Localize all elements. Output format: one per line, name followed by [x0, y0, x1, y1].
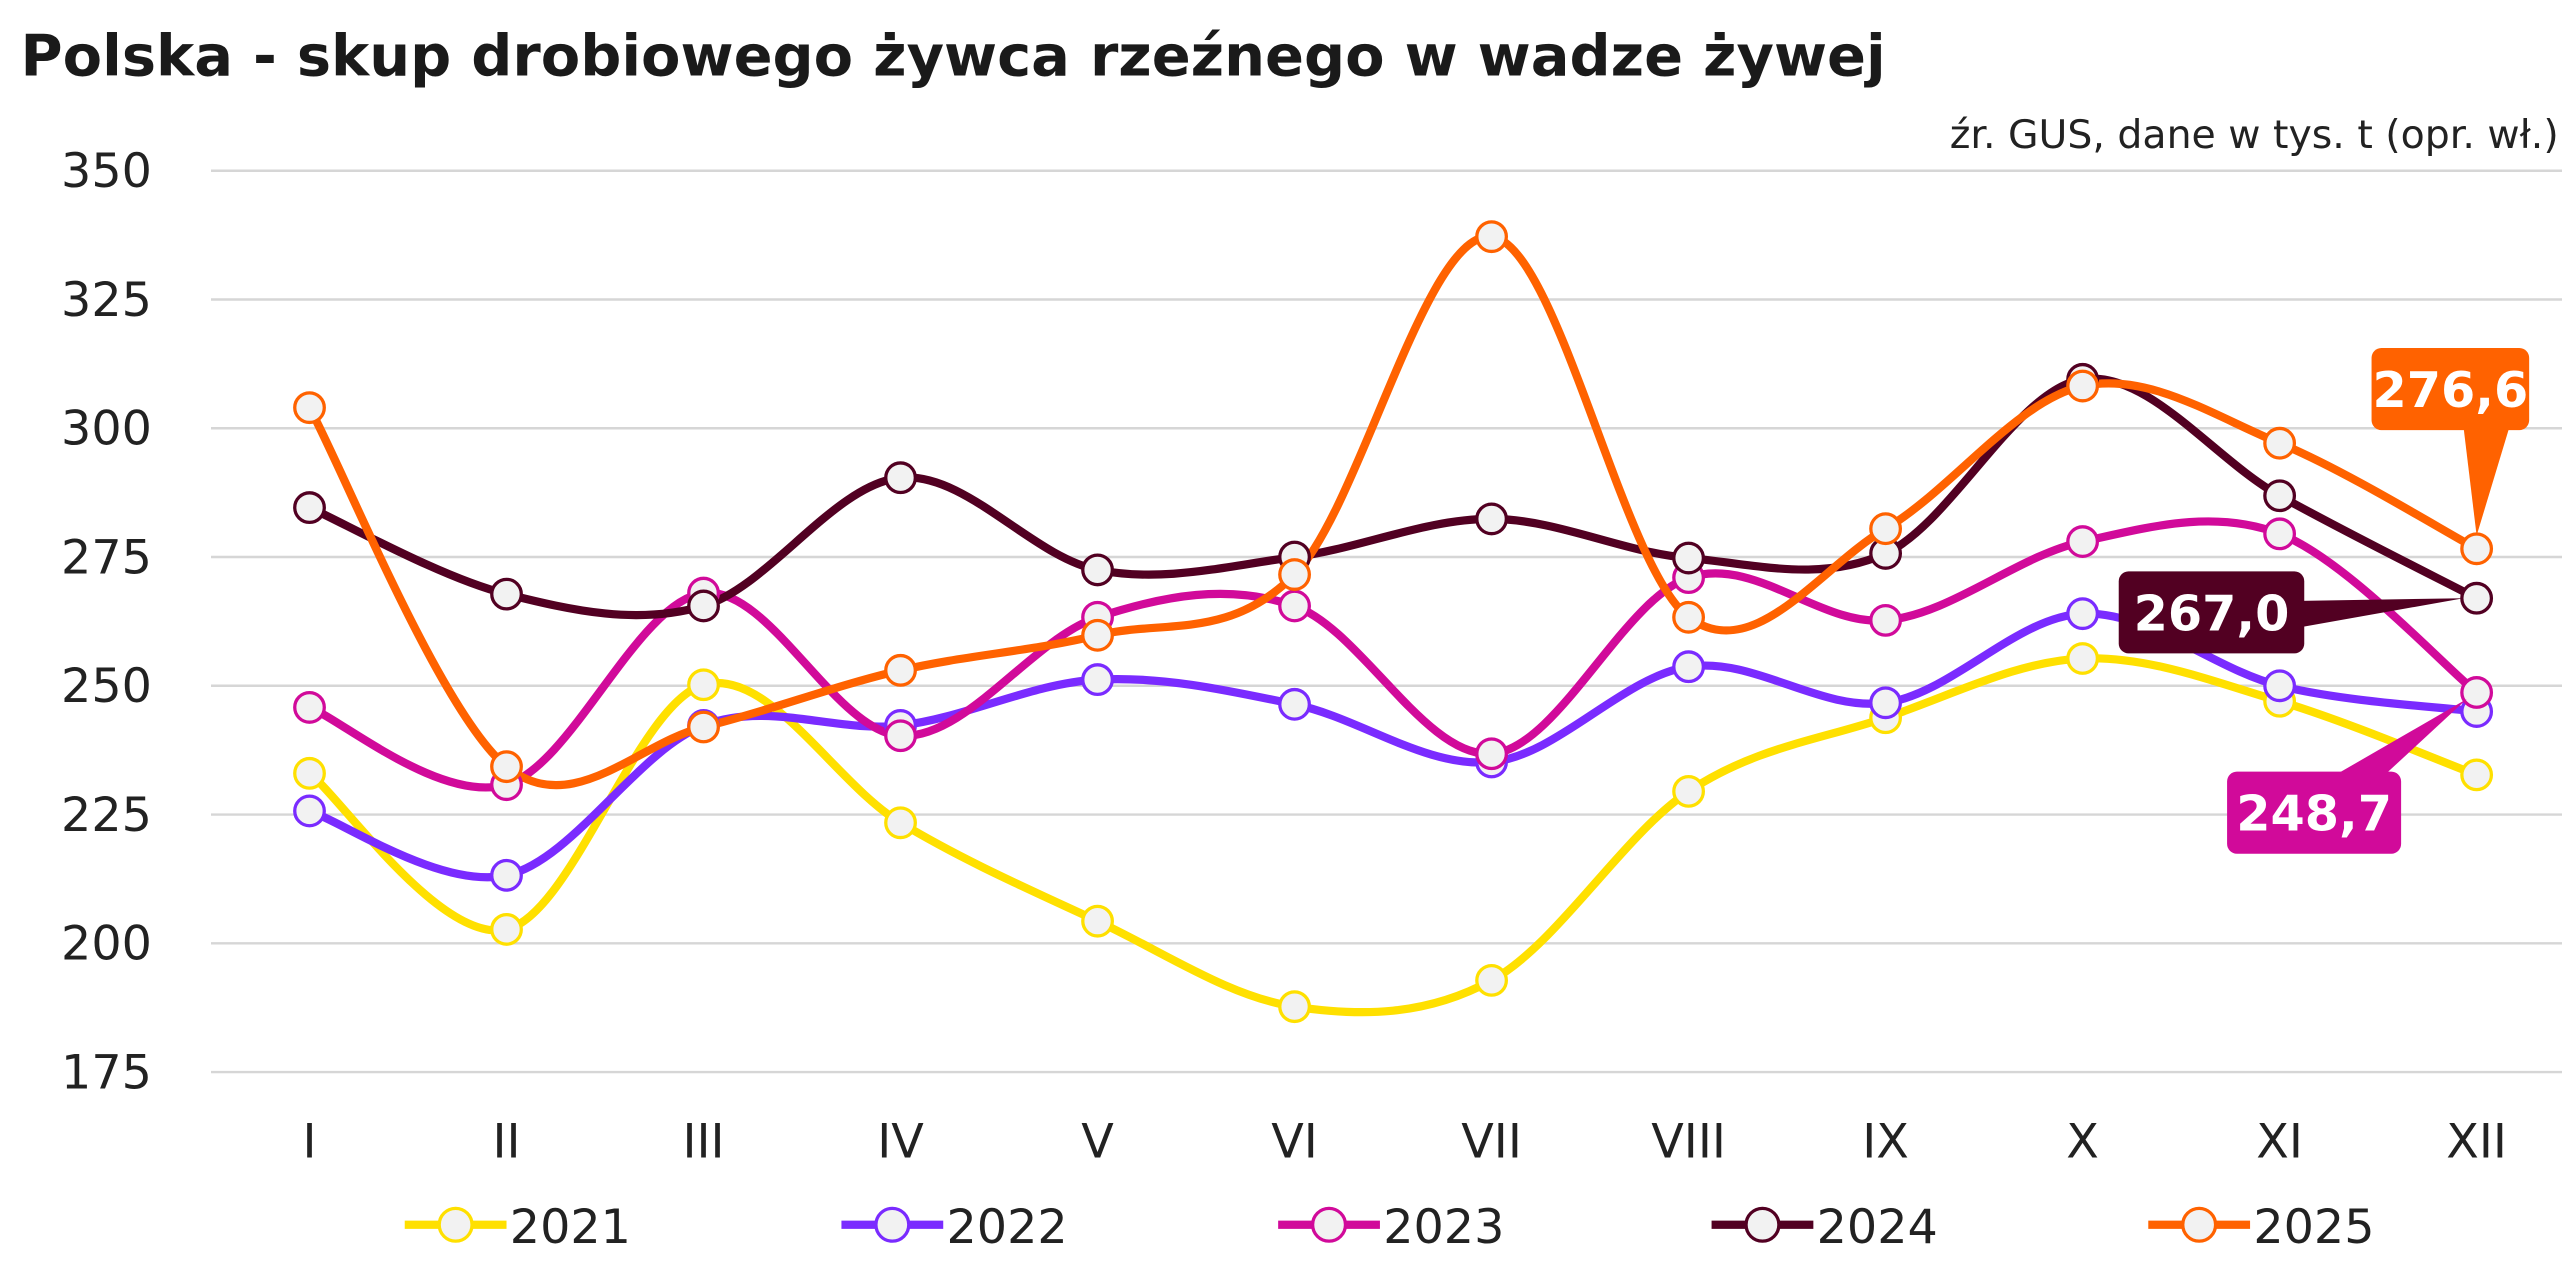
legend-marker-icon — [1310, 1206, 1348, 1243]
data-point-2025 — [1672, 600, 1706, 634]
x-tick-label: XII — [2446, 1114, 2507, 1169]
callout-label: 267,0 — [2134, 584, 2290, 642]
chart-title: Polska - skup drobiowego żywca rzeźnego … — [21, 23, 1886, 90]
data-point-2022 — [1672, 650, 1706, 684]
data-point-2023 — [1869, 603, 1903, 637]
legend-marker-icon — [437, 1206, 474, 1243]
data-point-2021 — [2066, 642, 2100, 675]
legend-label: 2022 — [947, 1200, 1068, 1255]
data-point-2022 — [2263, 669, 2297, 703]
x-tick-label: VI — [1271, 1114, 1318, 1169]
data-point-2021 — [293, 756, 326, 790]
data-point-2021 — [884, 806, 917, 840]
legend-item-2024[interactable]: 2024 — [1711, 1200, 1938, 1255]
y-tick-label: 350 — [61, 144, 152, 199]
data-point-2025 — [1869, 512, 1903, 546]
legend-marker-icon — [1744, 1206, 1781, 1243]
data-point-2024 — [884, 461, 917, 495]
data-point-2025 — [687, 710, 720, 744]
y-tick-label: 175 — [61, 1045, 152, 1100]
data-point-2024 — [1475, 502, 1508, 536]
data-point-2023 — [2263, 517, 2297, 551]
data-point-2025 — [884, 653, 917, 687]
y-tick-label: 300 — [61, 402, 152, 457]
legend-label: 2023 — [1383, 1200, 1504, 1255]
data-point-2021 — [1278, 990, 1311, 1024]
legend-item-2021[interactable]: 2021 — [404, 1200, 631, 1255]
legend-item-2022[interactable]: 2022 — [841, 1200, 1068, 1255]
data-point-2022 — [1278, 687, 1311, 721]
data-point-2025 — [490, 750, 523, 784]
callout-2025: 276,6 — [2371, 348, 2530, 536]
data-point-2021 — [1475, 963, 1508, 997]
data-point-2024 — [2263, 479, 2297, 513]
data-point-2023 — [1278, 589, 1311, 623]
data-point-2023 — [2460, 676, 2494, 709]
data-point-2022 — [1869, 686, 1903, 720]
data-point-2024 — [687, 589, 720, 623]
y-tick-label: 250 — [61, 659, 152, 714]
callout-box — [2118, 571, 2305, 654]
callout-box — [2371, 348, 2530, 431]
data-point-2024 — [1081, 553, 1114, 587]
series-line-2021 — [306, 654, 2479, 1017]
data-point-2025 — [2066, 369, 2100, 403]
data-point-2023 — [1475, 737, 1508, 771]
x-tick-label: I — [302, 1114, 316, 1169]
data-point-2021 — [1081, 904, 1114, 938]
x-tick-label: VIII — [1651, 1114, 1726, 1169]
x-tick-label: IV — [877, 1114, 924, 1169]
data-point-2023 — [293, 690, 326, 724]
legend-item-2023[interactable]: 2023 — [1278, 1200, 1504, 1255]
x-tick-label: VII — [1461, 1114, 1522, 1169]
y-tick-label: 200 — [61, 917, 152, 972]
data-point-2021 — [687, 668, 720, 702]
data-point-2024 — [2460, 581, 2494, 615]
data-point-2025 — [1475, 220, 1508, 254]
data-point-2022 — [490, 858, 523, 892]
callout-label: 276,6 — [2372, 361, 2528, 419]
legend-label: 2024 — [1817, 1200, 1938, 1255]
x-tick-label: II — [492, 1114, 520, 1169]
legend-label: 2021 — [510, 1200, 631, 1255]
legend-marker-icon — [874, 1206, 911, 1243]
series-line-2023 — [307, 517, 2480, 792]
data-point-2024 — [490, 577, 523, 611]
data-point-2024 — [293, 491, 326, 524]
data-point-2022 — [293, 794, 326, 828]
source-note: źr. GUS, dane w tys. t (opr. wł.) — [1950, 112, 2559, 158]
legend-marker-icon — [2181, 1206, 2218, 1243]
data-point-2025 — [1081, 618, 1114, 652]
y-tick-label: 325 — [61, 273, 152, 328]
data-point-2023 — [884, 719, 917, 753]
legend-label: 2025 — [2253, 1200, 2374, 1255]
x-tick-label: IX — [1862, 1114, 1909, 1169]
x-tick-label: V — [1081, 1114, 1114, 1169]
data-point-2025 — [2263, 426, 2297, 460]
x-tick-label: III — [682, 1114, 724, 1169]
x-tick-label: XI — [2256, 1114, 2303, 1169]
data-point-2022 — [2066, 597, 2100, 631]
data-point-2025 — [1278, 558, 1311, 591]
y-tick-label: 275 — [61, 530, 152, 585]
data-point-2021 — [2460, 758, 2494, 792]
callout-box — [2227, 771, 2402, 854]
data-point-2021 — [490, 912, 523, 946]
series-line-2025 — [305, 232, 2479, 790]
callout-label: 248,7 — [2236, 785, 2392, 843]
callout-2024: 267,0 — [2118, 571, 2464, 654]
data-point-2023 — [2066, 525, 2100, 558]
data-point-2025 — [293, 391, 326, 425]
x-tick-label: X — [2066, 1114, 2099, 1169]
legend-item-2025[interactable]: 2025 — [2148, 1200, 2375, 1255]
data-point-2022 — [1081, 663, 1114, 697]
y-tick-label: 225 — [61, 788, 152, 843]
data-point-2021 — [1672, 774, 1706, 808]
callout-pointer — [2300, 598, 2464, 628]
data-point-2025 — [2460, 532, 2494, 566]
data-point-2024 — [1672, 541, 1706, 575]
callout-pointer — [2463, 426, 2510, 536]
callout-2023: 248,7 — [2227, 699, 2467, 854]
